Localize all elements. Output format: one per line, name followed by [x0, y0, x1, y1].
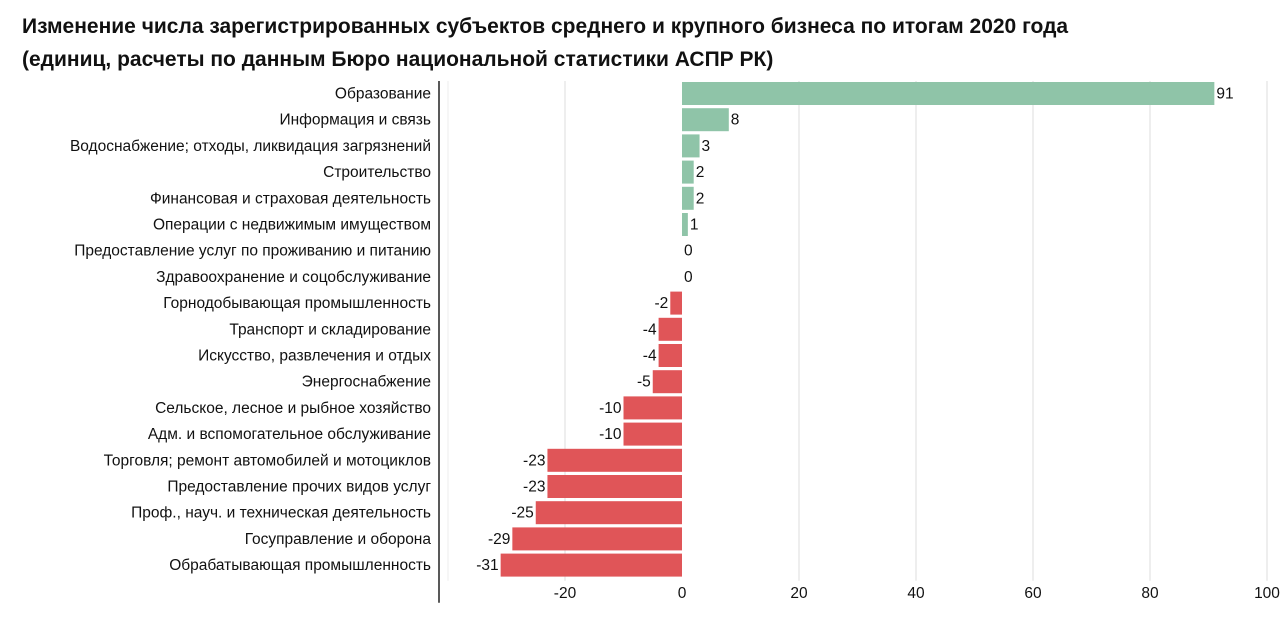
- x-tick-label: 60: [1024, 585, 1042, 602]
- bar: [682, 160, 694, 184]
- bar: [682, 82, 1215, 105]
- x-tick-label: 80: [1141, 585, 1159, 602]
- bar: [658, 344, 682, 367]
- category-label: Адм. и вспомогательное обслуживание: [148, 426, 431, 443]
- category-label: Строительство: [323, 164, 431, 181]
- category-label: Проф., науч. и техническая деятельность: [131, 505, 431, 522]
- bar: [535, 501, 682, 525]
- data-label: -4: [643, 321, 657, 338]
- category-label: Образование: [335, 86, 431, 103]
- data-label: 1: [690, 217, 699, 234]
- data-label: 2: [696, 190, 705, 207]
- data-label: 8: [731, 112, 740, 129]
- data-label: -10: [599, 426, 622, 443]
- bar: [547, 448, 682, 472]
- chart-title: Изменение числа зарегистрированных субъе…: [22, 10, 1262, 76]
- x-tick-label: 20: [790, 585, 808, 602]
- data-label: -23: [523, 452, 545, 469]
- data-label: -29: [488, 531, 510, 548]
- category-label: Транспорт и складирование: [229, 321, 431, 338]
- category-label: Искусство, развлечения и отдых: [198, 348, 431, 365]
- category-label: Энергоснабжение: [302, 374, 431, 391]
- data-label: 91: [1216, 86, 1233, 103]
- bar: [512, 527, 682, 551]
- bar: [500, 553, 682, 577]
- bar: [658, 317, 682, 341]
- category-label: Финансовая и страховая деятельность: [150, 190, 431, 207]
- bar: [682, 108, 729, 132]
- category-label: Здравоохранение и соцобслуживание: [156, 269, 431, 286]
- chart-subtitle: (единиц, расчеты по данным Бюро национал…: [22, 48, 774, 71]
- category-label: Торговля; ремонт автомобилей и мотоцикло…: [104, 452, 431, 469]
- chart-title-line: Изменение числа зарегистрированных субъе…: [22, 15, 1069, 38]
- data-label: -4: [643, 348, 657, 365]
- data-label: -25: [511, 505, 533, 522]
- data-label: -2: [655, 295, 669, 312]
- x-tick-label: 0: [678, 585, 687, 602]
- x-tick-label: -20: [554, 585, 577, 602]
- data-label: -5: [637, 374, 651, 391]
- category-label: Горнодобывающая промышленность: [163, 295, 431, 312]
- bar: [682, 213, 688, 236]
- data-label: 0: [684, 243, 693, 260]
- bar: [670, 291, 682, 315]
- category-label: Обрабатывающая промышленность: [169, 557, 431, 574]
- category-label: Водоснабжение; отходы, ликвидация загряз…: [70, 138, 431, 155]
- data-label: -10: [599, 400, 622, 417]
- bar: [682, 134, 700, 158]
- category-label: Операции с недвижимым имуществом: [153, 217, 431, 234]
- category-label: Предоставление прочих видов услуг: [167, 479, 431, 496]
- category-label: Информация и связь: [279, 112, 431, 129]
- data-label: -31: [476, 557, 498, 574]
- bar: [623, 422, 682, 446]
- category-label: Предоставление услуг по проживанию и пит…: [74, 243, 431, 260]
- data-label: 2: [696, 164, 705, 181]
- data-label: 0: [684, 269, 693, 286]
- category-label: Сельское, лесное и рыбное хозяйство: [155, 400, 431, 417]
- data-label: 3: [702, 138, 711, 155]
- bar: [682, 186, 694, 210]
- category-label: Госуправление и оборона: [245, 531, 432, 548]
- data-label: -23: [523, 479, 545, 496]
- bar: [547, 475, 682, 498]
- x-tick-label: 40: [907, 585, 925, 602]
- x-tick-label: 100: [1254, 585, 1280, 602]
- bar: [623, 396, 682, 420]
- bar: [652, 370, 682, 394]
